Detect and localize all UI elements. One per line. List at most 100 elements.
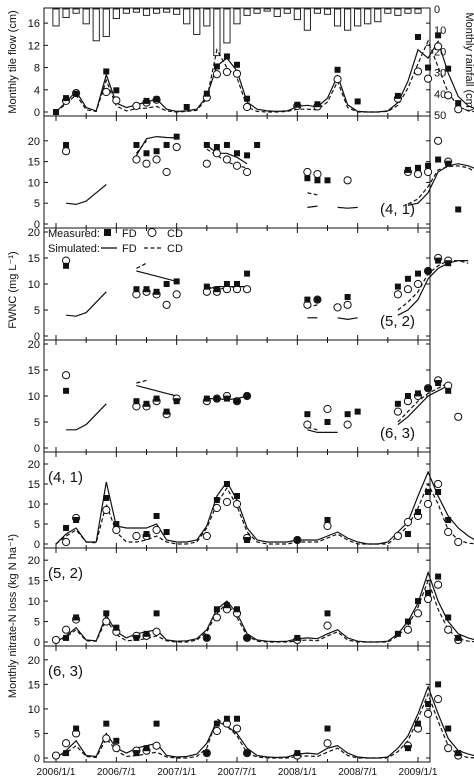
y-tick-label: 5 — [34, 417, 40, 429]
rainfall-bar — [72, 8, 80, 14]
rainfall-bar — [82, 8, 90, 25]
fd-measured-point — [425, 64, 432, 71]
fd-measured-point — [425, 589, 432, 596]
fd-measured-point — [183, 104, 190, 110]
fd-measured-point — [113, 521, 120, 527]
fd-measured-point — [254, 141, 261, 148]
fd-measured-point — [404, 166, 411, 173]
cd-measured-point — [413, 169, 423, 179]
fd-measured-point — [244, 270, 251, 277]
cd-measured-point — [393, 290, 402, 299]
fd-measured-point — [103, 720, 110, 727]
fd-simulated-line — [66, 291, 107, 317]
fd-measured-point — [244, 537, 251, 543]
fd-measured-point — [223, 53, 230, 60]
y-tick-label: 20 — [28, 555, 40, 567]
cd-measured-point — [434, 136, 443, 145]
panel-annotation: (5, 2) — [48, 565, 83, 582]
rainfall-bar — [62, 8, 70, 18]
fd-measured-point — [304, 296, 311, 303]
fd-measured-point — [425, 268, 432, 274]
x-tick-label: 2008/1/1 — [278, 767, 317, 778]
y-tick-label: 0 — [34, 219, 40, 231]
panel-annotation: (6, 3) — [48, 663, 83, 680]
cd-measured-point — [403, 517, 413, 527]
y-tick-label: 12 — [28, 40, 40, 52]
fd-measured-point — [294, 101, 301, 108]
rainfall-bar — [142, 8, 151, 16]
cd-measured-point — [434, 42, 443, 51]
fd-simulated-line — [135, 135, 177, 156]
fd-measured-point — [435, 489, 442, 495]
x-tick-label: 2006/1/1 — [37, 767, 76, 778]
fd-measured-point — [113, 624, 120, 631]
cd-measured-point — [413, 609, 423, 618]
cd-measured-point — [102, 617, 111, 626]
cd-measured-point — [413, 279, 423, 289]
fd-measured-point — [445, 614, 452, 621]
rainfall-bar — [404, 8, 412, 14]
fd-measured-point — [244, 750, 251, 757]
y-tick-label: 16 — [28, 18, 40, 30]
y-tick-label: 20 — [28, 339, 40, 351]
fd-measured-point — [234, 398, 240, 405]
fd-simulated-line — [307, 429, 338, 433]
legend-fd-measured-text: FD — [122, 228, 137, 240]
fd-measured-point — [415, 390, 421, 397]
fd-measured-point — [435, 573, 442, 580]
legend-cd-measured-marker — [147, 228, 157, 237]
fd-measured-point — [223, 141, 230, 148]
rainfall-bar — [213, 8, 221, 57]
cd-measured-point — [393, 407, 402, 416]
cd-measured-point — [162, 300, 171, 309]
fd-simulated-line — [206, 144, 248, 165]
fd-measured-point — [203, 634, 210, 641]
tile-flow-axis-label: Monthly tile flow (cm) — [7, 10, 19, 113]
fd-measured-point — [234, 61, 240, 68]
cd-measured-point — [423, 709, 433, 718]
panel-annotation: (5, 2) — [380, 313, 415, 330]
cd-simulated-line — [397, 260, 469, 311]
fd-simulated-line — [337, 317, 358, 321]
fd-measured-point — [455, 634, 462, 641]
cd-measured-point — [172, 290, 181, 299]
fd-measured-point — [294, 634, 301, 641]
fd-measured-point — [153, 148, 160, 155]
fd-measured-point — [445, 65, 452, 72]
x-tick-label: 2009/1/1 — [399, 767, 438, 778]
y-tick-label: 0 — [34, 637, 40, 649]
cd-measured-point — [102, 734, 111, 743]
cd-measured-point — [212, 149, 221, 158]
cd-measured-point — [242, 102, 252, 112]
rainfall-bar — [414, 8, 422, 14]
fd-measured-point — [324, 177, 331, 184]
panel-fwnc-4-1: 0 5 10 15 20 (4, 1) — [28, 115, 474, 231]
rainfall-bar — [384, 8, 392, 14]
cd-measured-point — [61, 739, 71, 748]
rainfall-bar — [344, 8, 352, 31]
cd-measured-point — [323, 404, 332, 414]
cd-measured-point — [423, 167, 433, 177]
y-tick-label: 0 — [34, 331, 40, 343]
y-tick-label: 5 — [34, 198, 40, 210]
fd-measured-point — [163, 141, 170, 148]
fd-measured-point — [324, 725, 331, 732]
fd-measured-point — [153, 288, 160, 295]
fd-measured-point — [173, 278, 180, 285]
rainfall-bar — [122, 8, 130, 14]
fd-measured-point — [435, 156, 442, 163]
fd-measured-point — [113, 87, 120, 94]
fd-measured-point — [425, 385, 432, 392]
fd-measured-point — [143, 400, 150, 407]
cd-simulated-line — [206, 286, 238, 290]
fd-measured-point — [445, 517, 452, 523]
fd-measured-point — [173, 398, 180, 405]
cd-measured-point — [112, 525, 121, 535]
y-tick-label: 0 — [34, 753, 40, 765]
rainfall-bar — [243, 8, 251, 16]
fd-measured-point — [143, 630, 150, 637]
rainfall-bar — [313, 8, 322, 14]
fd-measured-point — [163, 281, 170, 287]
cd-measured-point — [51, 635, 61, 645]
cd-measured-point — [454, 105, 463, 114]
